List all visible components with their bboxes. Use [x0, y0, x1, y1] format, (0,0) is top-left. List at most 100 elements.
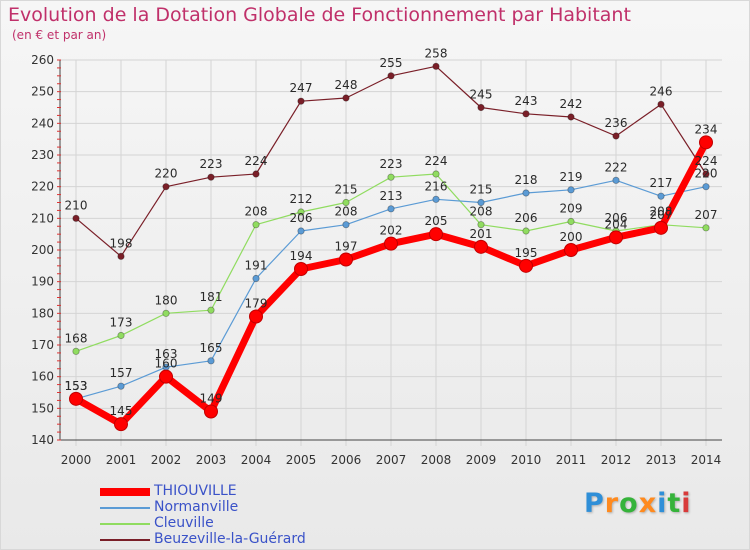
chart-subtitle: (en € et par an): [12, 28, 107, 42]
y-tick-label: 200: [31, 243, 54, 257]
data-point: [72, 347, 80, 355]
data-point: [699, 135, 713, 150]
data-label: 153: [65, 379, 88, 393]
data-point: [297, 97, 305, 105]
chart-title: Evolution de la Dotation Globale de Fonc…: [8, 4, 631, 26]
logo-letter: o: [619, 488, 639, 519]
data-point: [522, 189, 530, 197]
data-label: 220: [695, 167, 718, 181]
data-label: 206: [515, 211, 538, 225]
data-point: [162, 183, 170, 191]
x-tick-label: 2000: [61, 453, 92, 467]
y-tick-label: 140: [31, 433, 54, 447]
data-point: [207, 306, 215, 314]
data-label: 173: [110, 316, 133, 330]
data-label: 181: [200, 290, 223, 304]
data-label: 201: [470, 227, 493, 241]
data-label: 194: [290, 249, 313, 263]
logo-letter: x: [638, 488, 658, 519]
data-point: [477, 221, 485, 229]
data-point: [252, 221, 260, 229]
data-point: [72, 214, 80, 222]
data-point: [612, 176, 620, 184]
data-label: 218: [515, 173, 538, 187]
data-label: 208: [470, 205, 493, 219]
y-tick-label: 260: [31, 53, 54, 67]
legend-item: Beuzeville-la-Guérard: [100, 531, 360, 548]
data-label: 202: [380, 224, 403, 238]
data-point: [387, 205, 395, 213]
data-point: [474, 239, 488, 254]
series-layer: [69, 62, 713, 432]
y-tick-label: 190: [31, 275, 54, 289]
data-label: 236: [605, 116, 628, 130]
data-label: 243: [515, 94, 538, 108]
data-point: [342, 94, 350, 102]
data-point: [159, 369, 173, 384]
data-label: 224: [695, 154, 718, 168]
y-tick-label: 160: [31, 370, 54, 384]
legend-item: Cleuville: [100, 515, 360, 532]
data-point: [342, 221, 350, 229]
data-label: 207: [695, 208, 718, 222]
y-tick-label: 230: [31, 148, 54, 162]
data-label: 215: [335, 183, 358, 197]
data-label: 197: [335, 240, 358, 254]
legend-label: Normanville: [154, 499, 239, 515]
x-tick-label: 2014: [691, 453, 722, 467]
data-point: [114, 417, 128, 432]
data-point: [522, 110, 530, 118]
data-label: 216: [425, 179, 448, 193]
data-point: [339, 252, 353, 267]
proxiti-logo: Proxiti: [584, 488, 692, 519]
x-tick-label: 2005: [286, 453, 317, 467]
legend-swatch: [100, 523, 150, 525]
legend-item: Normanville: [100, 499, 360, 516]
data-label: 224: [425, 154, 448, 168]
data-point: [252, 170, 260, 178]
logo-letter: i: [681, 488, 692, 519]
x-tick-label: 2008: [421, 453, 452, 467]
data-label: 145: [110, 404, 133, 418]
y-tick-label: 220: [31, 180, 54, 194]
data-label: 206: [605, 211, 628, 225]
data-point: [567, 113, 575, 121]
data-label: 219: [560, 170, 583, 184]
data-point: [432, 170, 440, 178]
legend-swatch: [100, 488, 150, 496]
data-label: 246: [650, 84, 673, 98]
data-point: [117, 382, 125, 390]
data-label: 247: [290, 81, 313, 95]
data-point: [252, 274, 260, 283]
data-point: [69, 391, 83, 406]
data-label: 255: [380, 56, 403, 70]
data-label: 200: [560, 230, 583, 244]
axes: 140 150 160 170 180 190 200 210 220 230 240 250 260 2…: [31, 53, 722, 467]
data-label: 210: [65, 198, 88, 212]
data-point: [657, 100, 665, 108]
data-label: 220: [155, 167, 178, 181]
data-point: [117, 252, 125, 260]
data-label: 224: [245, 154, 268, 168]
y-tick-label: 150: [31, 401, 54, 415]
data-point: [522, 227, 530, 235]
data-label: 168: [65, 331, 88, 345]
y-tick-label: 240: [31, 116, 54, 130]
data-point: [657, 192, 665, 200]
data-label: 234: [695, 122, 718, 136]
data-label: 223: [200, 157, 223, 171]
data-label: 222: [605, 160, 628, 174]
data-label: 157: [110, 366, 133, 380]
data-point: [204, 404, 218, 419]
data-point: [162, 309, 170, 317]
data-point: [477, 198, 485, 207]
legend: THIOUVILLE Normanville Cleuville Beuzeville…: [100, 483, 360, 548]
data-point: [117, 331, 125, 340]
y-tick-label: 210: [31, 211, 54, 225]
data-point: [297, 208, 305, 216]
data-point: [702, 170, 710, 178]
data-label: 217: [650, 176, 673, 190]
x-tick-label: 2011: [556, 453, 587, 467]
data-label: 153: [65, 379, 88, 393]
data-point: [432, 62, 440, 70]
